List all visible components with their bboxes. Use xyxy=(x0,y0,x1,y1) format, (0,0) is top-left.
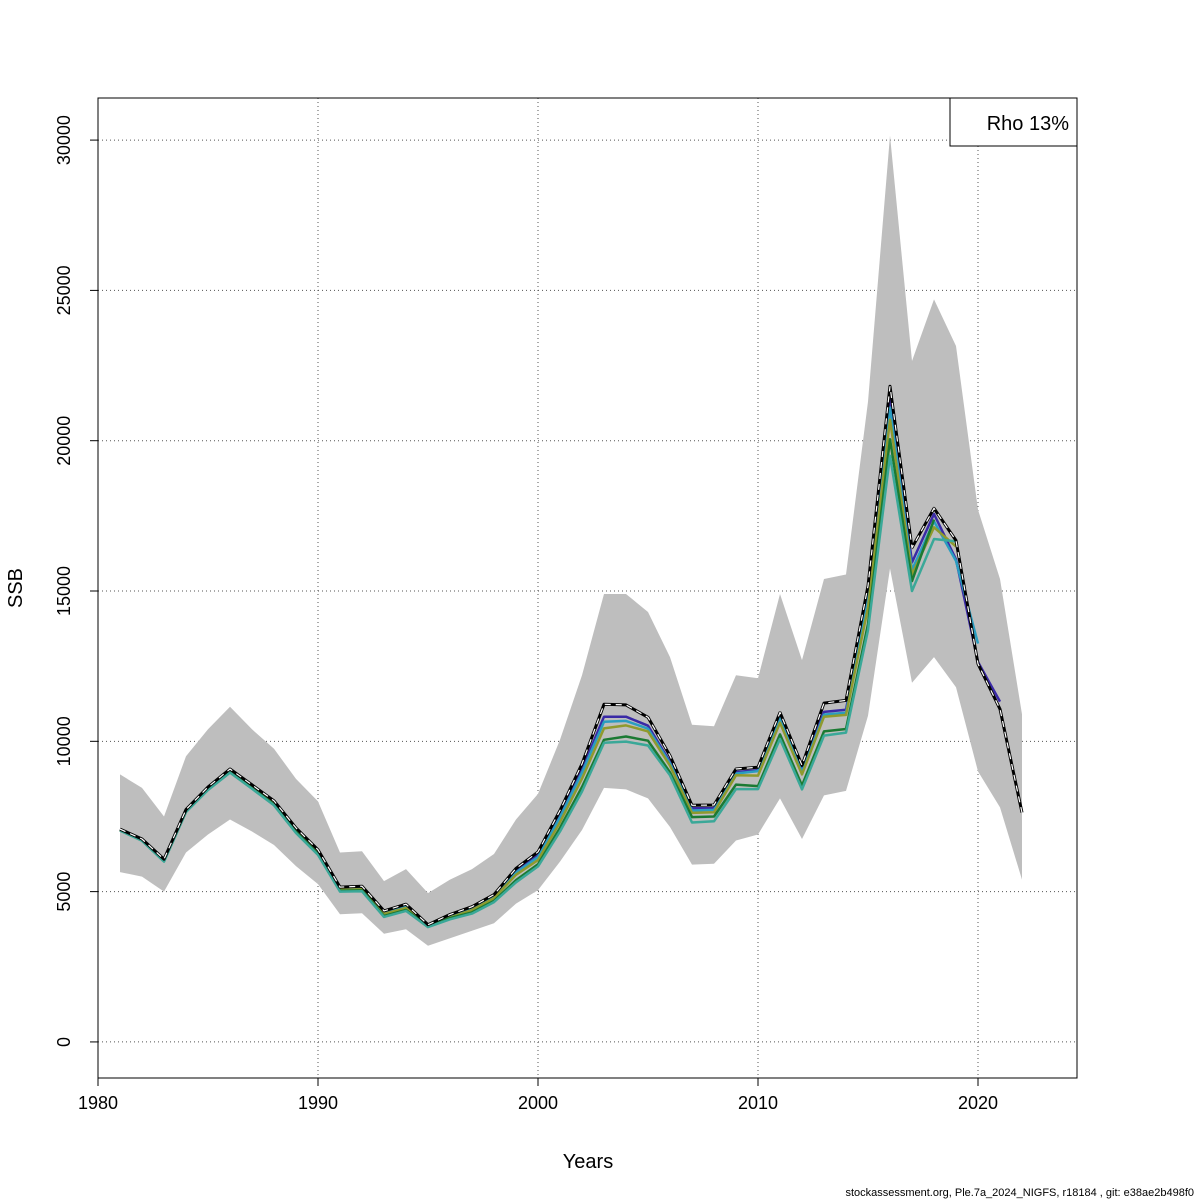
footer-credit: stockassessment.org, Ple.7a_2024_NIGFS, … xyxy=(845,1187,1194,1199)
y-tick-label-10000: 10000 xyxy=(54,716,74,766)
y-tick-label-5000: 5000 xyxy=(54,872,74,912)
plot-area-frame xyxy=(97,97,1078,1079)
y-tick-label-15000: 15000 xyxy=(54,566,74,616)
x-tick-label-1980: 1980 xyxy=(78,1093,118,1113)
y-tick-label-25000: 25000 xyxy=(54,265,74,315)
y-axis-title: SSB xyxy=(5,568,27,608)
legend-box xyxy=(949,97,1078,147)
x-tick-label-1990: 1990 xyxy=(298,1093,338,1113)
confidence-band xyxy=(120,135,1022,946)
x-axis-title: Years xyxy=(563,1151,613,1173)
x-tick-label-2000: 2000 xyxy=(518,1093,558,1113)
x-tick-label-2010: 2010 xyxy=(738,1093,778,1113)
y-tick-label-20000: 20000 xyxy=(54,416,74,466)
x-tick-label-2020: 2020 xyxy=(958,1093,998,1113)
y-tick-label-0: 0 xyxy=(54,1037,74,1047)
series-peel_5-line xyxy=(119,454,957,929)
axes: 1980 1990 2000 2010 2020 0 5000 10000 15000 20000… xyxy=(54,115,998,1113)
y-tick-label-30000: 30000 xyxy=(54,115,74,165)
series-lines xyxy=(119,384,1024,929)
legend: Rho 13% xyxy=(949,97,1078,147)
legend-text: Rho 13% xyxy=(987,113,1069,135)
series-main-dash xyxy=(119,386,1023,926)
